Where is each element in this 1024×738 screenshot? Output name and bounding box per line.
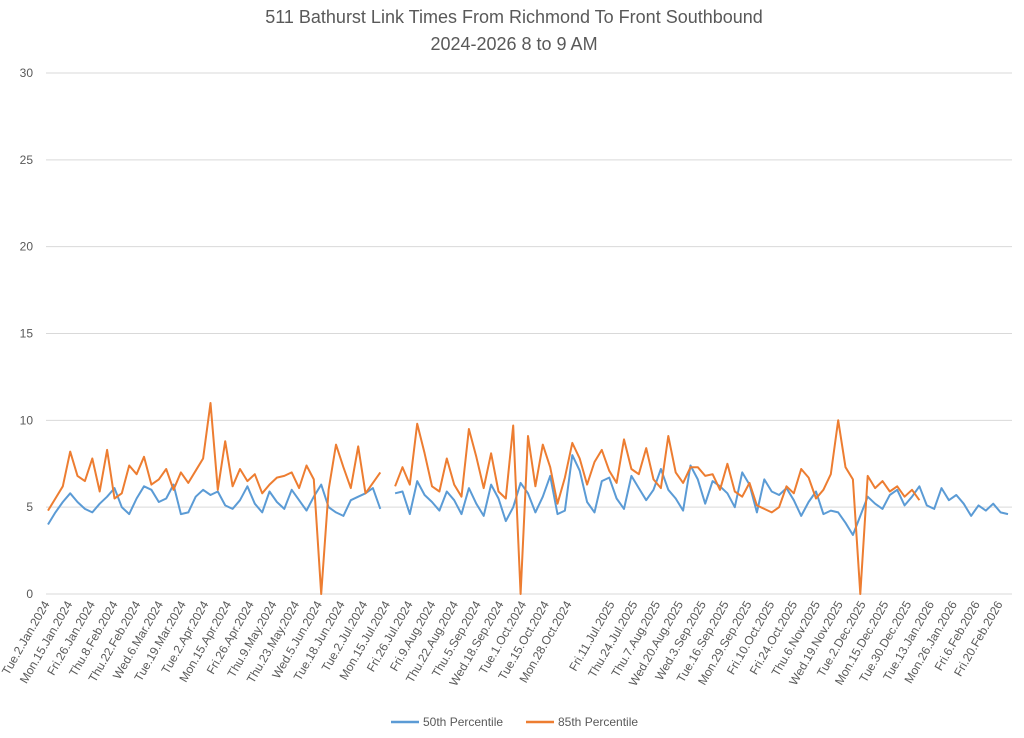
- y-tick-label: 0: [26, 587, 33, 601]
- chart-subtitle: 2024-2026 8 to 9 AM: [430, 34, 597, 54]
- chart-title: 511 Bathurst Link Times From Richmond To…: [265, 7, 763, 27]
- gridlines: [46, 72, 1012, 595]
- y-tick-label: 30: [20, 66, 34, 80]
- x-axis: Tue.2.Jan.2024Mon.15.Jan.2024Fri.26.Jan.…: [0, 598, 1006, 688]
- legend-label: 50th Percentile: [423, 715, 503, 729]
- y-tick-label: 25: [20, 153, 34, 167]
- y-axis: 0 5 10 15 20 25 30: [20, 66, 34, 601]
- y-tick-label: 10: [20, 413, 34, 427]
- series-lines: [47, 402, 1009, 595]
- series-line-50th: [47, 454, 1009, 536]
- series-line-85th: [47, 402, 921, 595]
- y-tick-label: 15: [20, 327, 34, 341]
- legend: 50th Percentile 85th Percentile: [391, 715, 638, 729]
- legend-label: 85th Percentile: [558, 715, 638, 729]
- y-tick-label: 5: [26, 500, 33, 514]
- y-tick-label: 20: [20, 240, 34, 254]
